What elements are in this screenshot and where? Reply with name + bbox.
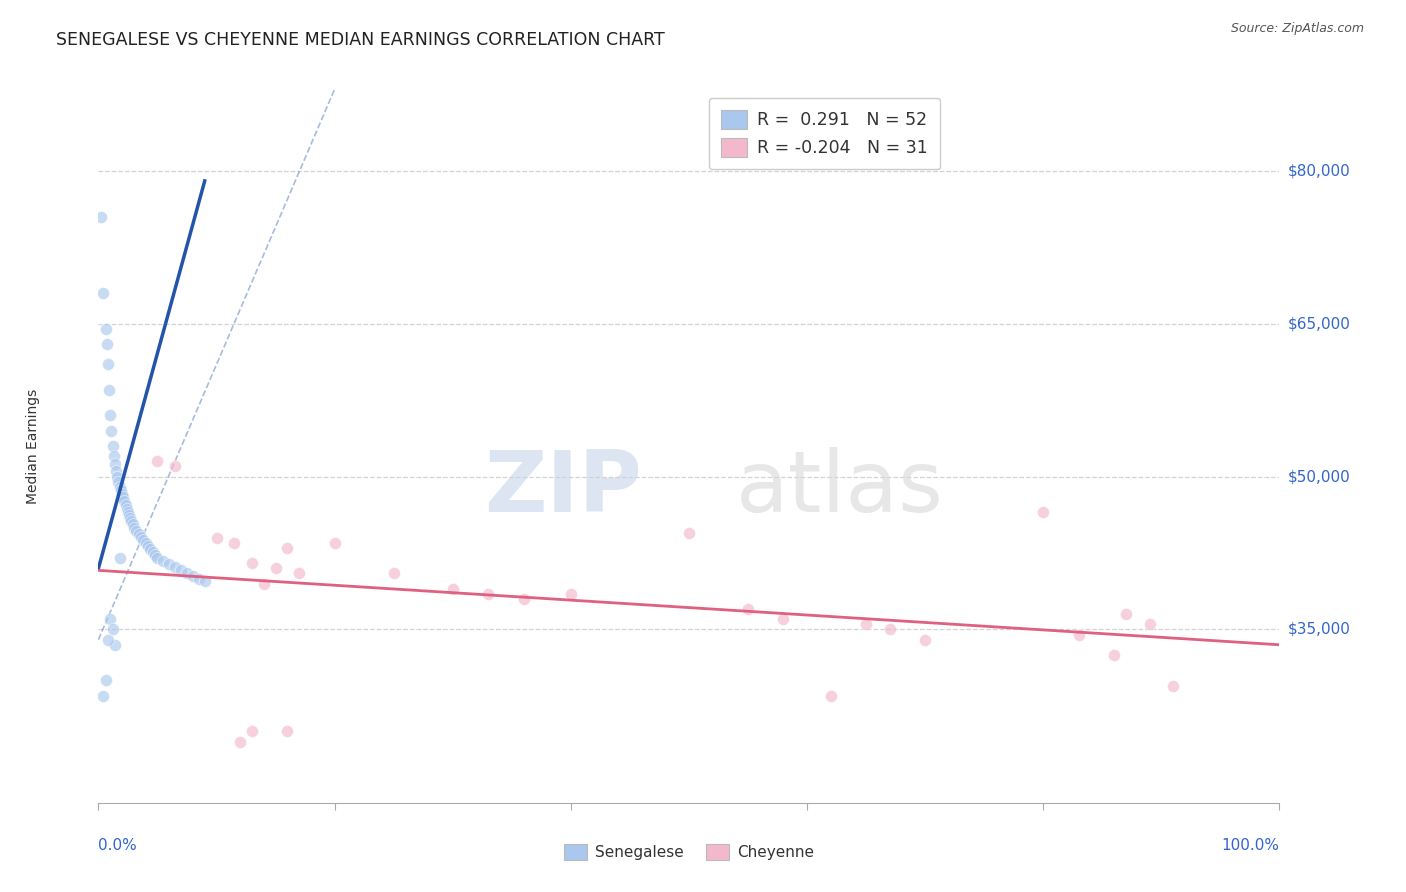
Point xyxy=(181,569,204,583)
Point xyxy=(110,483,132,497)
Point xyxy=(129,530,152,544)
Point xyxy=(132,533,155,547)
Point xyxy=(678,525,700,540)
Point xyxy=(323,536,346,550)
Point xyxy=(224,536,246,550)
Point xyxy=(112,490,135,504)
Point xyxy=(1067,627,1090,641)
Point xyxy=(914,632,936,647)
Point xyxy=(96,337,118,351)
Point xyxy=(136,539,159,553)
Point xyxy=(103,449,125,463)
Point xyxy=(97,632,120,647)
Point xyxy=(1161,679,1184,693)
Point xyxy=(100,424,122,438)
Point xyxy=(187,572,209,586)
Point xyxy=(94,673,117,688)
Point xyxy=(165,459,187,474)
Point xyxy=(105,465,128,479)
Point xyxy=(240,556,263,570)
Point xyxy=(120,511,142,525)
Point xyxy=(253,576,276,591)
Point xyxy=(118,508,141,523)
Point xyxy=(112,494,135,508)
Point xyxy=(125,524,148,538)
Point xyxy=(737,602,759,616)
Point xyxy=(114,498,136,512)
Point xyxy=(1115,607,1137,622)
Point xyxy=(176,566,198,581)
Point xyxy=(1032,505,1054,519)
Point xyxy=(121,515,143,529)
Point xyxy=(122,520,145,534)
Point xyxy=(108,551,131,566)
Point xyxy=(90,210,112,224)
Point xyxy=(855,617,877,632)
Text: $35,000: $35,000 xyxy=(1288,622,1351,637)
Point xyxy=(98,409,121,423)
Point xyxy=(276,541,298,555)
Text: 0.0%: 0.0% xyxy=(98,838,138,854)
Point xyxy=(121,517,143,532)
Text: $50,000: $50,000 xyxy=(1288,469,1351,484)
Point xyxy=(288,566,311,581)
Point xyxy=(115,502,138,516)
Point xyxy=(240,724,263,739)
Point xyxy=(101,439,124,453)
Point xyxy=(97,358,120,372)
Point xyxy=(143,548,166,562)
Text: ZIP: ZIP xyxy=(484,447,641,531)
Point xyxy=(128,526,150,541)
Point xyxy=(264,561,287,575)
Point xyxy=(1139,617,1161,632)
Point xyxy=(165,560,187,574)
Point xyxy=(441,582,464,596)
Point xyxy=(142,545,165,559)
Point xyxy=(157,558,180,572)
Point xyxy=(477,587,499,601)
Text: Median Earnings: Median Earnings xyxy=(27,388,41,504)
Text: $65,000: $65,000 xyxy=(1288,316,1351,331)
Text: atlas: atlas xyxy=(737,447,945,531)
Point xyxy=(91,286,114,301)
Point xyxy=(512,591,534,606)
Text: SENEGALESE VS CHEYENNE MEDIAN EARNINGS CORRELATION CHART: SENEGALESE VS CHEYENNE MEDIAN EARNINGS C… xyxy=(56,31,665,49)
Point xyxy=(139,541,162,556)
Point xyxy=(101,623,124,637)
Point xyxy=(135,536,157,550)
Point xyxy=(205,531,228,545)
Point xyxy=(229,734,252,748)
Point xyxy=(382,566,405,581)
Point xyxy=(108,480,131,494)
Point xyxy=(105,469,128,483)
Point xyxy=(117,505,139,519)
Point xyxy=(146,454,169,468)
Text: $80,000: $80,000 xyxy=(1288,163,1351,178)
Legend: Senegalese, Cheyenne: Senegalese, Cheyenne xyxy=(558,838,820,866)
Point xyxy=(194,574,217,588)
Point xyxy=(820,689,842,703)
Point xyxy=(879,623,901,637)
Point xyxy=(1102,648,1125,662)
Point xyxy=(170,563,193,577)
Point xyxy=(146,551,169,566)
Point xyxy=(152,554,174,568)
Point xyxy=(276,724,298,739)
Point xyxy=(91,689,114,703)
Point xyxy=(107,475,129,489)
Point xyxy=(104,638,127,652)
Text: Source: ZipAtlas.com: Source: ZipAtlas.com xyxy=(1230,22,1364,36)
Point xyxy=(560,587,582,601)
Point xyxy=(98,383,121,397)
Point xyxy=(772,612,794,626)
Point xyxy=(111,487,134,501)
Point xyxy=(94,322,117,336)
Text: 100.0%: 100.0% xyxy=(1222,838,1279,854)
Point xyxy=(98,612,121,626)
Point xyxy=(104,458,127,472)
